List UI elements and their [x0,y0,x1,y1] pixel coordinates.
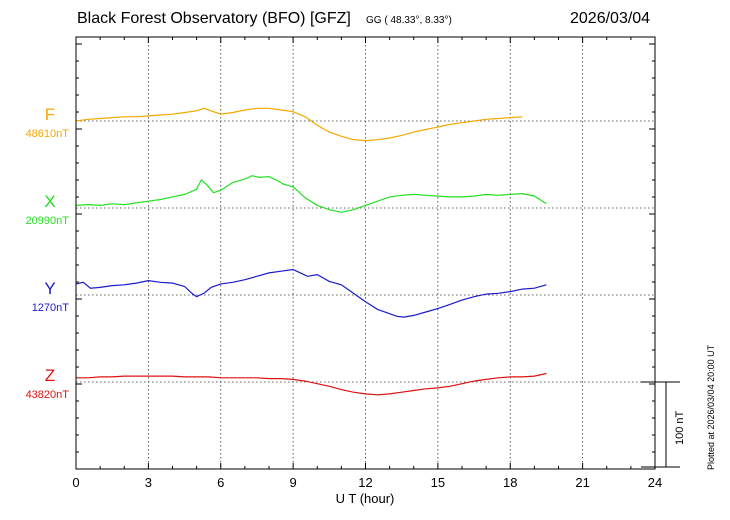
series-x-line [75,175,547,213]
x-tick-labels: 0 3 6 9 12 15 18 21 24 [72,475,662,490]
x-tick-label: 0 [72,475,79,490]
x-tick-label: 21 [575,475,589,490]
plot-date: 2026/03/04 [570,10,651,27]
x-tick-label: 6 [217,475,224,490]
component-f-baseline: 48610nT [25,128,69,140]
component-y-baseline: 1270nT [31,302,69,314]
x-axis-label: U T (hour) [336,491,395,506]
plotted-timestamp: Plotted at 2026/03/04 20:00 UT [706,344,716,470]
component-z-baseline: 43820nT [25,389,69,401]
observatory-title: Black Forest Observatory (BFO) [GFZ] [77,10,351,27]
component-z-letter: Z [44,366,56,385]
x-tick-label: 15 [431,475,445,490]
x-tick-label: 12 [358,475,372,490]
x-tick-label: 18 [503,475,517,490]
component-y-letter: Y [44,279,56,298]
grid-lines [76,37,655,469]
axes [75,36,656,470]
scale-bar-label: 100 nT [674,410,686,445]
x-tick-label: 9 [290,475,297,490]
series-f-line [75,107,523,142]
x-tick-label: 24 [648,475,662,490]
component-x-letter: X [44,192,56,211]
component-f-letter: F [44,105,56,124]
series-y-line [75,268,547,318]
scale-bar [641,381,680,468]
series-lines [75,107,547,396]
series-z-line [76,372,547,396]
coordinates-label: GG ( 48.33°, 8.33°) [366,15,452,26]
x-tick-label: 3 [145,475,152,490]
component-x-baseline: 20990nT [25,215,69,227]
